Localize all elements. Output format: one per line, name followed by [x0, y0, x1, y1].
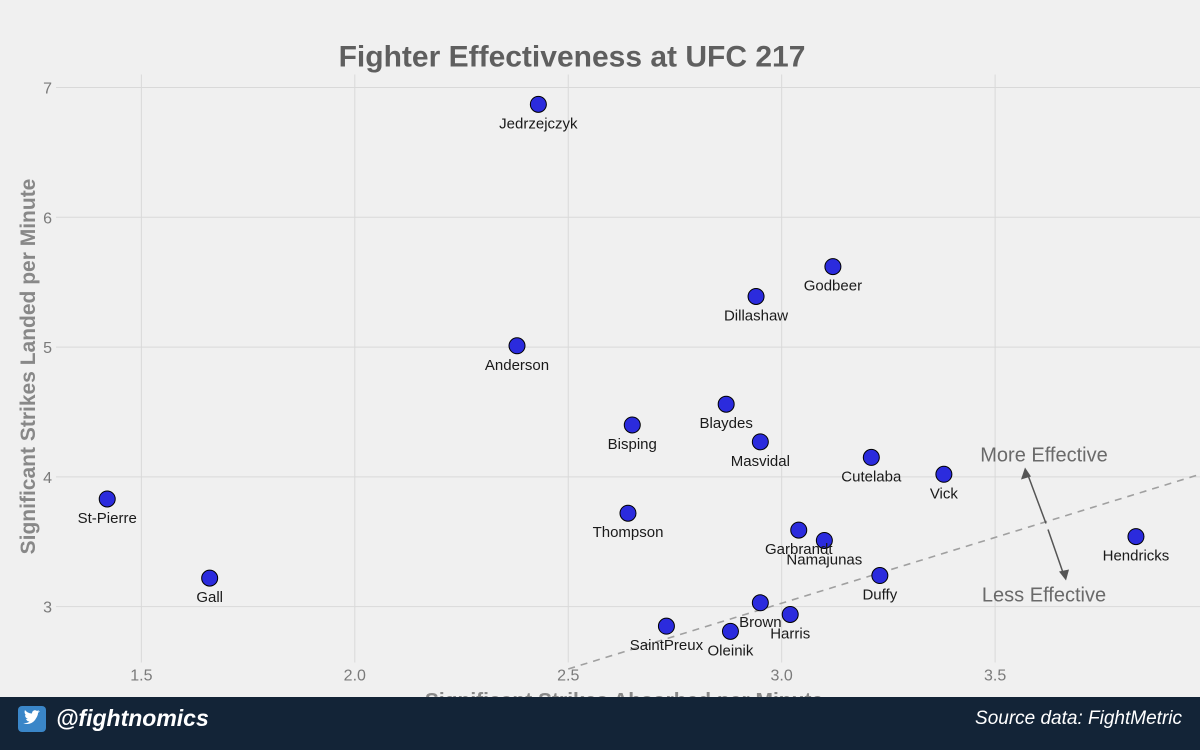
- data-point: [201, 569, 219, 587]
- data-point: [790, 521, 808, 539]
- point-label: Brown: [739, 614, 782, 631]
- data-point: [781, 605, 799, 623]
- data-point: [508, 337, 526, 355]
- x-tick-label: 3.5: [984, 668, 1006, 685]
- data-point: [717, 395, 735, 413]
- x-tick-label: 3.0: [771, 668, 793, 685]
- point-label: Bisping: [608, 436, 657, 453]
- point-label: St-Pierre: [78, 510, 137, 527]
- y-tick-label: 6: [43, 210, 52, 227]
- data-point: [98, 490, 116, 508]
- x-tick-label: 2.0: [344, 668, 366, 685]
- point-label: Anderson: [485, 357, 549, 374]
- data-point: [657, 617, 675, 635]
- point-label: Jedrzejczyk: [499, 115, 578, 132]
- x-tick-label: 2.5: [557, 668, 579, 685]
- data-point: [1127, 528, 1145, 546]
- data-point: [935, 465, 953, 483]
- point-label: Harris: [770, 625, 810, 642]
- y-tick-label: 7: [43, 80, 52, 97]
- y-tick-label: 3: [43, 600, 52, 617]
- less-effective-annotation: Less Effective: [982, 585, 1106, 607]
- point-label: Thompson: [593, 524, 664, 541]
- point-label: Blaydes: [699, 415, 752, 432]
- chart-title: Fighter Effectiveness at UFC 217: [339, 41, 806, 74]
- point-label: Duffy: [862, 587, 897, 604]
- point-label: SaintPreux: [630, 637, 704, 654]
- data-point: [623, 416, 641, 434]
- point-label: Garbrandt: [765, 541, 833, 558]
- point-label: Oleinik: [708, 642, 754, 659]
- tick-labels: 1.5 2.0 2.5 3.0 3.5 3 4 5 6 7: [43, 80, 1006, 684]
- data-point: [824, 258, 842, 276]
- point-label: Godbeer: [804, 278, 862, 295]
- x-tick-label: 1.5: [130, 668, 152, 685]
- point-label: Hendricks: [1103, 548, 1170, 565]
- point-label: Masvidal: [731, 453, 790, 470]
- effectiveness-arrow: [1021, 467, 1069, 581]
- point-label: Cutelaba: [841, 468, 902, 485]
- data-point: [529, 95, 547, 113]
- point-label: Gall: [196, 589, 223, 606]
- data-point: [751, 433, 769, 451]
- point-label: Namajunas: [786, 551, 862, 568]
- point-label: Dillashaw: [724, 307, 788, 324]
- data-point: [862, 448, 880, 466]
- grid: [56, 74, 1200, 663]
- y-axis-title: Significant Strikes Landed per Minute: [17, 179, 40, 555]
- data-point: [619, 504, 637, 522]
- chart-background: [0, 26, 1200, 724]
- source-note: Source data: FightMetric: [975, 708, 1182, 729]
- data-point: [751, 594, 769, 612]
- data-point: [871, 567, 889, 585]
- data-point: [815, 531, 833, 549]
- point-label: Vick: [930, 485, 959, 502]
- footer-bar: @fightnomics Source data: FightMetric: [0, 697, 1200, 750]
- y-tick-label: 5: [43, 340, 52, 357]
- points: [98, 95, 1145, 640]
- y-tick-label: 4: [43, 470, 52, 487]
- more-effective-annotation: More Effective: [980, 445, 1107, 467]
- point-labels: Jedrzejczyk Godbeer Dillashaw Anderson Blayd…: [78, 115, 1170, 659]
- twitter-handle: @fightnomics: [56, 705, 209, 731]
- data-point: [747, 287, 765, 305]
- twitter-bird-icon: [18, 706, 46, 732]
- data-point: [721, 622, 739, 640]
